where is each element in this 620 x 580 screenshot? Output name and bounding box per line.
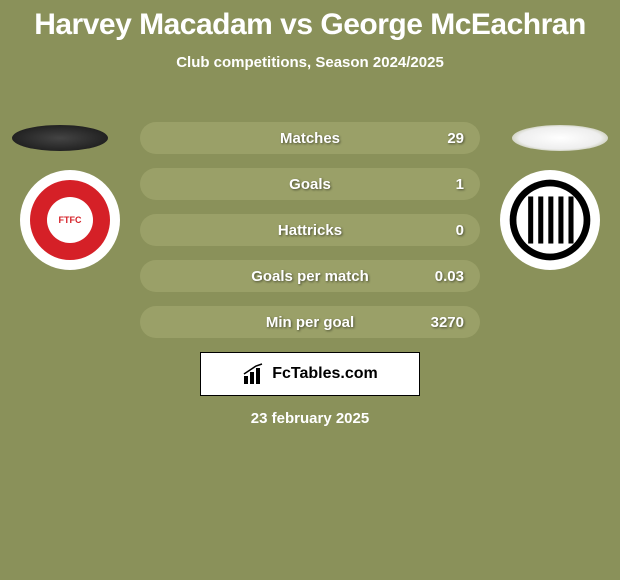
stat-value-right: 1 [456,176,464,193]
shadow-ellipse-left [12,125,108,151]
stat-row-hattricks: Hattricks 0 [140,214,480,246]
snapshot-date: 23 february 2025 [0,410,620,427]
stat-value-right: 0.03 [435,268,464,285]
season-subtitle: Club competitions, Season 2024/2025 [0,54,620,71]
comparison-title: Harvey Macadam vs George McEachran [0,0,620,42]
stat-label: Matches [280,130,340,147]
team-badge-left: FTFC [20,170,120,270]
stat-label: Goals [289,176,331,193]
shadow-ellipse-right [512,125,608,151]
stat-value-right: 0 [456,222,464,239]
brand-attribution: FcTables.com [200,352,420,396]
stat-row-mpg: Min per goal 3270 [140,306,480,338]
stat-value-right: 29 [447,130,464,147]
brand-text: FcTables.com [272,365,378,383]
bar-chart-icon [242,362,266,386]
fleetwood-crest-inner: FTFC [47,197,93,243]
stat-row-gpm: Goals per match 0.03 [140,260,480,292]
fleetwood-crest-icon: FTFC [30,180,110,260]
stats-panel: Matches 29 Goals 1 Hattricks 0 Goals per… [140,122,480,352]
team-badge-right [500,170,600,270]
stat-value-right: 3270 [431,314,464,331]
grimsby-crest-icon [508,178,592,262]
stat-row-goals: Goals 1 [140,168,480,200]
stat-label: Min per goal [266,314,354,331]
stat-row-matches: Matches 29 [140,122,480,154]
stat-label: Hattricks [278,222,342,239]
stat-label: Goals per match [251,268,369,285]
